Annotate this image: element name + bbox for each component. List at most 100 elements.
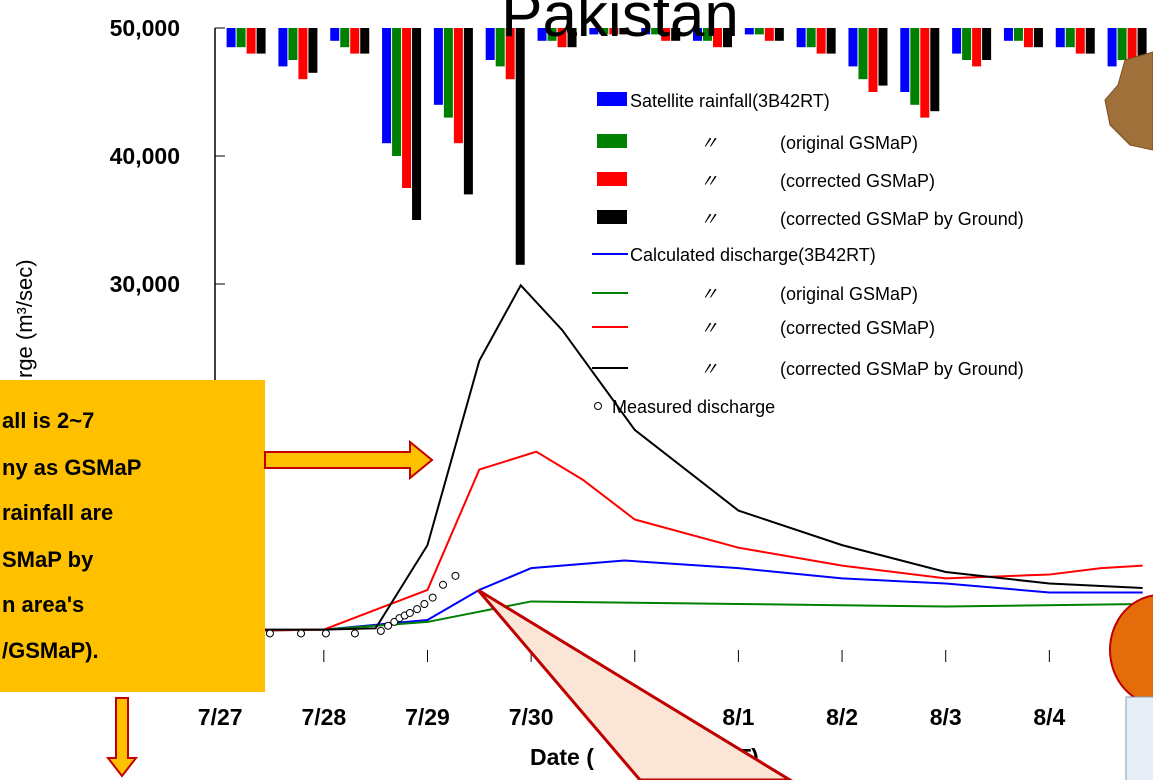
rain-bar [703, 28, 713, 41]
legend-label: (corrected GSMaP by Ground) [780, 359, 1024, 379]
rain-bar [589, 28, 599, 35]
callout-text: rainfall are [2, 500, 113, 525]
rain-bar [764, 28, 774, 41]
rain-bar [774, 28, 784, 41]
legend-ditto: 〃 [700, 284, 718, 304]
measured-point [384, 621, 393, 630]
rain-bar [1117, 28, 1127, 60]
x-tick-label: 7/30 [509, 704, 554, 730]
rain-bar [952, 28, 962, 54]
arrow-right [264, 439, 434, 481]
rain-bar [599, 28, 609, 35]
x-tick-label: 8/4 [1033, 704, 1065, 730]
legend-ditto: 〃 [700, 171, 718, 191]
x-tick-label: 7/28 [301, 704, 346, 730]
rain-bar [340, 28, 350, 48]
rain-bar [567, 28, 577, 48]
y-tick-label: 40,000 [110, 143, 180, 169]
measured-point [265, 629, 274, 638]
rain-bar [920, 28, 930, 118]
rain-bar [515, 28, 525, 265]
rain-bar [402, 28, 412, 188]
measured-point [420, 600, 429, 608]
rain-bar [868, 28, 878, 92]
rain-bar [651, 28, 661, 35]
rain-bar [226, 28, 236, 48]
measured-point [390, 617, 399, 626]
legend-label: Measured discharge [612, 397, 775, 417]
rain-bar [1055, 28, 1065, 48]
rain-bar [972, 28, 982, 67]
rain-bar [537, 28, 547, 41]
rain-bar [463, 28, 473, 195]
y-tick-label: 30,000 [110, 271, 180, 297]
rain-bar [858, 28, 868, 80]
rain-bar [878, 28, 888, 86]
x-tick-label: 7/29 [405, 704, 450, 730]
rain-bar [433, 28, 443, 105]
x-axis-label: Date ( [530, 744, 594, 770]
y-tick-label: 50,000 [110, 15, 180, 41]
measured-point [376, 626, 385, 635]
legend-label: (original GSMaP) [780, 284, 918, 304]
legend-swatch [597, 172, 627, 186]
callout-text: n area's [2, 592, 84, 617]
rain-bar [557, 28, 567, 48]
rain-bar [453, 28, 463, 144]
measured-point [297, 629, 306, 638]
rain-bar [693, 28, 703, 41]
rain-bar [1065, 28, 1075, 48]
rain-bar [350, 28, 360, 54]
rain-bar [723, 28, 733, 48]
rain-bar [382, 28, 392, 144]
measured-point [405, 608, 414, 617]
rain-bar [505, 28, 515, 80]
rain-bar [360, 28, 370, 54]
rain-bar [278, 28, 288, 67]
rain-bar [495, 28, 505, 67]
rain-bar [547, 28, 557, 41]
legend-label: (original GSMaP) [780, 133, 918, 153]
rain-bar [1127, 28, 1137, 80]
measured-point [428, 593, 437, 602]
legend-ditto: 〃 [700, 359, 718, 379]
rain-bar [1003, 28, 1013, 41]
rain-bar [288, 28, 298, 60]
legend-ditto: 〃 [700, 133, 718, 153]
measured-point [439, 580, 448, 589]
rain-bar [392, 28, 402, 156]
speech-callout [476, 588, 793, 780]
legend-swatch [597, 210, 627, 224]
rain-bar [412, 28, 422, 220]
legend-label: Calculated discharge(3B42RT) [630, 245, 876, 265]
rain-bar [661, 28, 671, 41]
rain-bar [744, 28, 754, 35]
rain-bar [246, 28, 256, 54]
rain-bar [1107, 28, 1117, 67]
x-tick-label: 8/2 [826, 704, 858, 730]
rain-bar [930, 28, 940, 112]
rain-bar [256, 28, 266, 54]
rain-bar [671, 28, 681, 41]
window-thumbnail [1125, 696, 1153, 780]
rain-bar [982, 28, 992, 60]
rain-bar [796, 28, 806, 48]
x-tick-label: 8/1 [722, 704, 754, 730]
legend-ditto: 〃 [700, 209, 718, 229]
rain-bar [848, 28, 858, 67]
rain-bar [443, 28, 453, 118]
rain-bar [308, 28, 318, 73]
rain-bar [754, 28, 764, 35]
map-thumbnail [1104, 51, 1153, 151]
rain-bar [485, 28, 495, 60]
callout-text: ny as GSMaP [2, 455, 141, 480]
callout-text: /GSMaP). [2, 638, 99, 663]
rain-bar [1075, 28, 1085, 54]
callout-text: SMaP by [2, 547, 94, 572]
legend-ditto: 〃 [700, 318, 718, 338]
legend-label: (corrected GSMaP) [780, 171, 935, 191]
rain-bar [900, 28, 910, 92]
rain-bar [1085, 28, 1095, 54]
rain-bar [826, 28, 836, 54]
